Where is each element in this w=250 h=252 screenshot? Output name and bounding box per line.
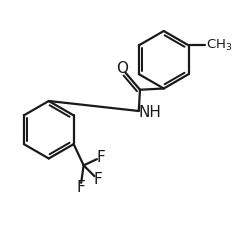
Text: CH$_3$: CH$_3$: [206, 38, 233, 53]
Text: O: O: [116, 61, 128, 76]
Text: F: F: [96, 150, 105, 165]
Text: NH: NH: [138, 105, 162, 120]
Text: F: F: [77, 180, 86, 195]
Text: F: F: [93, 172, 102, 187]
